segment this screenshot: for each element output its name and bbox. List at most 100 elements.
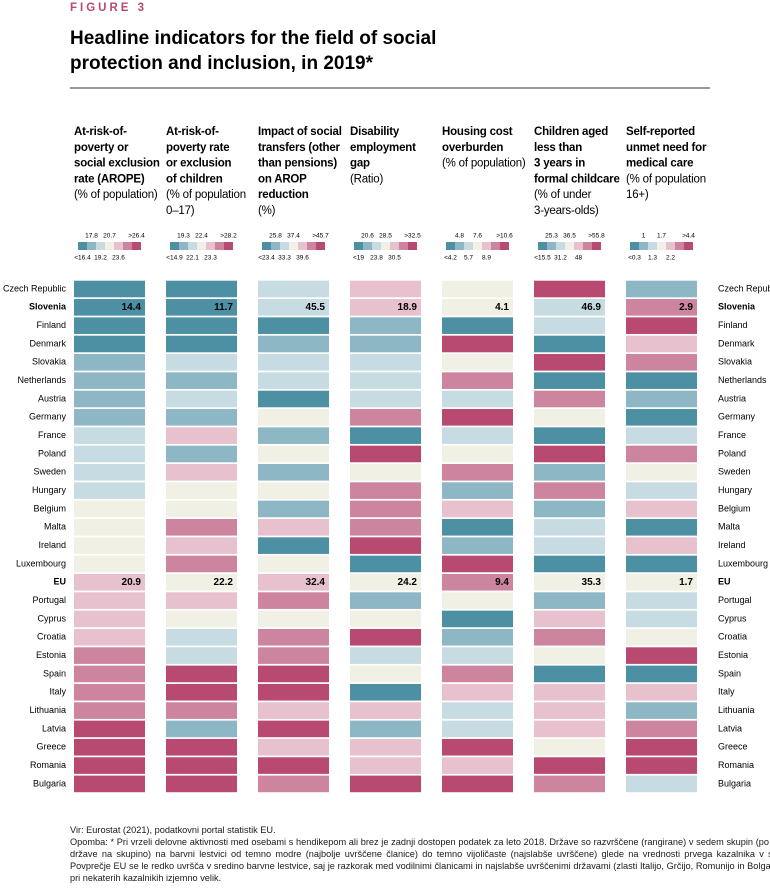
cell-value: 2.9: [679, 302, 693, 313]
legend-label: 22.4: [195, 233, 208, 240]
column-title: Housing cost: [442, 126, 513, 138]
cell: [166, 702, 237, 719]
row-label: Belgium: [33, 503, 66, 513]
cell-value: 35.3: [582, 577, 602, 588]
legend-swatch: [381, 242, 390, 250]
cell: [74, 518, 145, 536]
legend-swatch: [648, 242, 657, 250]
row-label: Germany: [29, 412, 67, 422]
cell: [442, 464, 513, 481]
cell: [166, 518, 237, 536]
cell: [534, 482, 605, 499]
cell: [350, 317, 421, 334]
cell-value: 1.7: [679, 577, 693, 588]
cell: [166, 537, 237, 554]
row-label: Estonia: [718, 650, 748, 660]
cell: [626, 518, 697, 536]
legend-swatch: [96, 242, 105, 250]
column-title: poverty rate: [166, 142, 229, 154]
row-label: Luxembourg: [718, 558, 768, 568]
cell: [626, 372, 697, 389]
row-label: Cyprus: [37, 613, 66, 623]
cell: [626, 354, 697, 371]
cell: [258, 683, 329, 701]
cell: [442, 757, 513, 774]
cell: [258, 390, 329, 408]
cell: [534, 647, 605, 664]
cell: [626, 720, 697, 738]
cell: [350, 427, 421, 444]
row-label: Sweden: [718, 467, 751, 477]
cell: [74, 482, 145, 499]
cell: [534, 537, 605, 554]
cell: [534, 592, 605, 609]
cell: [626, 610, 697, 628]
legend-swatch: [87, 242, 96, 250]
cell-value: 32.4: [306, 577, 326, 588]
column-unit: (% of population): [74, 189, 158, 201]
cell: [258, 592, 329, 609]
cell: [74, 573, 145, 591]
row-label: Portugal: [718, 595, 752, 605]
row-label: Slovakia: [718, 357, 752, 367]
cell: [626, 573, 697, 591]
cell: [626, 280, 697, 298]
cell: [74, 537, 145, 554]
source: Vir: Eurostat (2021), podatkovni portal …: [70, 825, 276, 835]
column-title: medical care: [626, 158, 693, 170]
legend-swatch: [500, 242, 509, 250]
cell: [626, 482, 697, 499]
legend-label: >28.2: [220, 233, 237, 240]
cell: [258, 757, 329, 774]
cell: [350, 647, 421, 664]
legend-swatch: [316, 242, 325, 250]
cell: [258, 317, 329, 334]
cell-value: 45.5: [306, 302, 326, 313]
legend-label: <4.2: [444, 255, 457, 262]
cell: [74, 720, 145, 738]
column-title: on AROP: [258, 173, 307, 185]
cell: [74, 390, 145, 408]
legend-label: 37.4: [287, 233, 300, 240]
cell: [534, 335, 605, 353]
legend-label: >4.4: [682, 233, 695, 240]
figure-label: FIGURE 3: [70, 2, 147, 14]
column-unit: 0–17): [166, 205, 195, 217]
cell: [258, 610, 329, 628]
cell: [626, 464, 697, 481]
cell: [442, 555, 513, 573]
cell: [442, 518, 513, 536]
cell: [626, 537, 697, 554]
legend-swatch: [307, 242, 316, 250]
cell: [74, 372, 145, 389]
cell: [442, 573, 513, 591]
cell: [626, 665, 697, 683]
cell: [442, 354, 513, 371]
cell: [258, 573, 329, 591]
legend-swatch: [639, 242, 648, 250]
legend-label: 36.5: [563, 233, 576, 240]
cell: [74, 628, 145, 646]
cell: [166, 500, 237, 518]
cell-value: 22.2: [214, 577, 234, 588]
cell: [74, 738, 145, 756]
legend-label: 39.6: [296, 255, 309, 262]
cell: [166, 683, 237, 701]
row-label: Latvia: [718, 723, 742, 733]
cell: [350, 573, 421, 591]
row-label: Poland: [38, 448, 66, 458]
legend-swatch: [262, 242, 271, 250]
column-title: or exclusion: [166, 158, 232, 170]
legend-swatch: [363, 242, 372, 250]
legend-swatch: [538, 242, 547, 250]
cell: [258, 702, 329, 719]
column-title: At-risk-of-: [166, 126, 219, 138]
cell: [74, 317, 145, 334]
row-label: Netherlands: [17, 375, 66, 385]
cell-value: 46.9: [582, 302, 602, 313]
legend-swatch: [684, 242, 693, 250]
cell: [166, 427, 237, 444]
legend-label: 7.6: [473, 233, 482, 240]
row-label: Czech Republic: [3, 283, 67, 293]
cell: [626, 390, 697, 408]
